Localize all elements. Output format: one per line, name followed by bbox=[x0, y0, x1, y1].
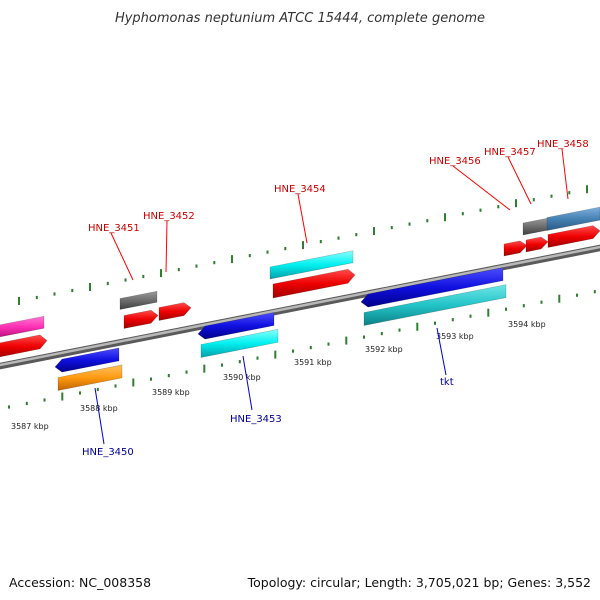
gene-label-hne-3456: HNE_3456 bbox=[429, 156, 481, 167]
tick-label-3593: 3593 kbp bbox=[436, 332, 474, 341]
callout-line-hne-3457 bbox=[507, 156, 532, 205]
lower-tick-row bbox=[8, 290, 596, 409]
gene-feature-hne-3454-cyan bbox=[269, 250, 354, 280]
tick-label-3587: 3587 kbp bbox=[11, 422, 49, 431]
callout-line-hne-3454 bbox=[297, 193, 308, 244]
gene-feature-tkt-teal bbox=[363, 284, 507, 326]
callout-line-hne-3450 bbox=[94, 387, 105, 445]
gene-label-hne-3454: HNE_3454 bbox=[274, 184, 326, 195]
tick-label-3592: 3592 kbp bbox=[365, 345, 403, 354]
genome-backbone bbox=[0, 244, 600, 370]
gene-label-hne-3458: HNE_3458 bbox=[537, 139, 589, 150]
gene-label-hne-3451: HNE_3451 bbox=[88, 223, 140, 234]
gene-label-hne-3452: HNE_3452 bbox=[143, 211, 195, 222]
tick-label-3591: 3591 kbp bbox=[294, 358, 332, 367]
callout-line-hne-3458 bbox=[561, 148, 569, 200]
gene-feature-hne-3450 bbox=[54, 347, 120, 373]
callout-line-hne-3451 bbox=[110, 232, 134, 281]
gene-feature-tkt bbox=[360, 267, 504, 308]
gene-label-hne-3453: HNE_3453 bbox=[230, 414, 282, 425]
gene-feature-hne-3457 bbox=[525, 236, 549, 253]
tick-label-3590: 3590 kbp bbox=[223, 373, 261, 382]
gene-features bbox=[0, 206, 600, 391]
gene-feature-hne-3452 bbox=[158, 302, 192, 321]
callout-line-hne-3453 bbox=[242, 355, 253, 411]
gene-feature-red-left bbox=[0, 334, 48, 358]
callout-line-hne-3452 bbox=[165, 220, 168, 273]
gene-feature-hne-3458-steel bbox=[546, 206, 600, 231]
tick-label-3589: 3589 kbp bbox=[152, 388, 190, 397]
map-title: Hyphomonas neptunium ATCC 15444, complet… bbox=[115, 11, 485, 26]
accession-text: Accession: NC_008358 bbox=[9, 575, 151, 590]
topology-text: Topology: circular; Length: 3,705,021 bp… bbox=[247, 575, 591, 590]
gene-feature-hne-3450-orange bbox=[57, 364, 123, 391]
gene-label-tkt: tkt bbox=[440, 377, 454, 388]
gene-feature-hne-3458 bbox=[547, 225, 600, 248]
gene-feature-hne-3453-cyan bbox=[200, 328, 279, 358]
upper-tick-row bbox=[18, 185, 588, 305]
gene-feature-hne-3456 bbox=[503, 240, 528, 257]
gene-callouts: HNE_3451 HNE_3452 HNE_3454 HNE_3456 HNE_… bbox=[82, 139, 589, 458]
gene-feature-hne-3451 bbox=[123, 309, 159, 329]
gene-feature-hne-3453 bbox=[197, 312, 275, 340]
gene-feature-hne-3451-gray bbox=[119, 290, 158, 310]
gene-label-hne-3457: HNE_3457 bbox=[484, 147, 536, 158]
coordinate-labels: 3587 kbp 3588 kbp 3589 kbp 3590 kbp 3591… bbox=[11, 320, 546, 431]
gene-feature-hne-3457-gray bbox=[522, 217, 549, 236]
tick-label-3594: 3594 kbp bbox=[508, 320, 546, 329]
gene-label-hne-3450: HNE_3450 bbox=[82, 447, 134, 458]
callout-line-tkt bbox=[436, 327, 447, 376]
tick-label-3588: 3588 kbp bbox=[80, 404, 118, 413]
gene-feature-hne-3454 bbox=[272, 268, 356, 299]
gene-feature-pink bbox=[0, 315, 45, 338]
callout-line-hne-3456 bbox=[452, 165, 511, 211]
